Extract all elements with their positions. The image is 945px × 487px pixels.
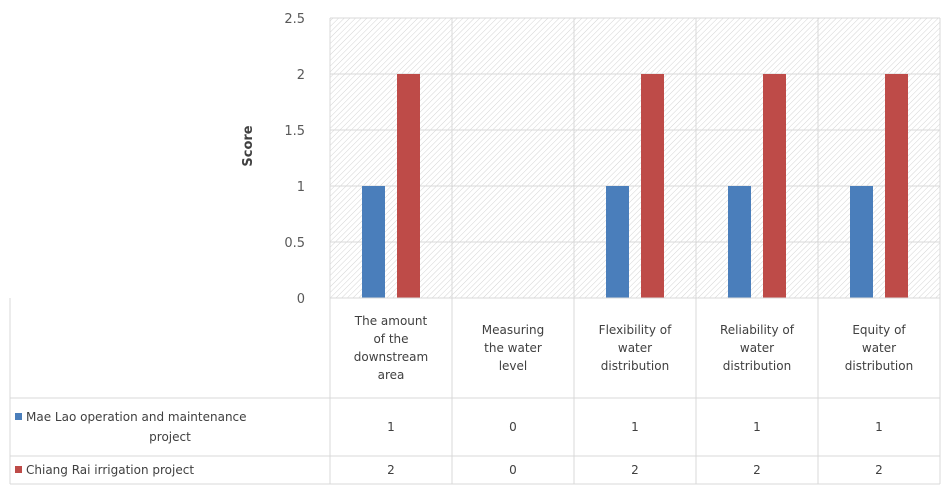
table-cell-value: 2 bbox=[875, 463, 883, 477]
y-tick-label: 1.5 bbox=[284, 124, 305, 139]
plot-area-background bbox=[330, 18, 940, 298]
table-cell-value: 2 bbox=[631, 463, 639, 477]
category-label: The amount of the downstream area bbox=[354, 314, 428, 382]
series-name: Mae Lao operation and maintenance project bbox=[26, 410, 247, 444]
table-cell-value: 1 bbox=[387, 420, 395, 434]
category-label: Measuring the water level bbox=[482, 323, 544, 373]
bar-series-2 bbox=[885, 74, 908, 298]
y-axis: 0 0.5 1 1.5 2 2.5 bbox=[284, 12, 305, 307]
bar-series-2 bbox=[641, 74, 664, 298]
y-tick-label: 2 bbox=[297, 68, 305, 83]
legend-key-series-2 bbox=[15, 466, 22, 473]
table-cell-value: 0 bbox=[509, 420, 517, 434]
table-cell-value: 1 bbox=[753, 420, 761, 434]
category-label: Reliability of water distribution bbox=[720, 323, 795, 373]
bar-series-1 bbox=[850, 186, 873, 298]
y-tick-label: 0.5 bbox=[284, 236, 305, 251]
legend-key-series-1 bbox=[15, 413, 22, 420]
table-cell-value: 0 bbox=[509, 463, 517, 477]
table-cell-value: 2 bbox=[753, 463, 761, 477]
bar-series-2 bbox=[397, 74, 420, 298]
category-label: Equity of water distribution bbox=[845, 323, 913, 373]
table-cell-value: 1 bbox=[631, 420, 639, 434]
y-tick-label: 0 bbox=[297, 292, 305, 307]
data-table: The amount of the downstream area Measuring t… bbox=[9, 18, 941, 485]
y-axis-title: Score bbox=[241, 125, 256, 166]
y-tick-label: 2.5 bbox=[284, 12, 305, 27]
bar-series-2 bbox=[763, 74, 786, 298]
y-tick-label: 1 bbox=[297, 180, 305, 195]
table-cell-value: 1 bbox=[875, 420, 883, 434]
bar-series-1 bbox=[362, 186, 385, 298]
table-cell-value: 2 bbox=[387, 463, 395, 477]
series-name: Chiang Rai irrigation project bbox=[26, 463, 194, 477]
bar-series-1 bbox=[606, 186, 629, 298]
bars bbox=[362, 74, 908, 298]
bar-series-1 bbox=[728, 186, 751, 298]
category-label: Flexibility of water distribution bbox=[599, 323, 672, 373]
